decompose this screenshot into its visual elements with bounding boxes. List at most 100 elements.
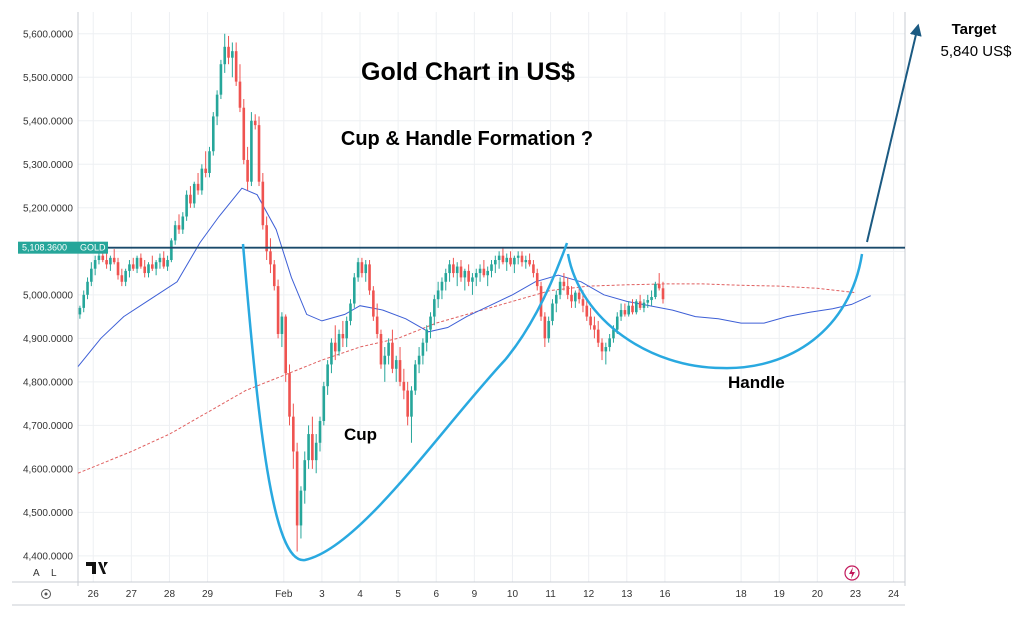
auto-scale-button[interactable]: A bbox=[33, 568, 40, 579]
candle bbox=[242, 99, 246, 165]
y-tick-label: 4,500.0000 bbox=[23, 508, 73, 519]
candle-body bbox=[219, 64, 223, 95]
y-tick-label: 4,900.0000 bbox=[23, 334, 73, 345]
candle-body bbox=[82, 294, 86, 308]
candle bbox=[322, 381, 326, 426]
candle bbox=[360, 257, 364, 278]
candle-body bbox=[661, 288, 665, 300]
candle bbox=[646, 294, 650, 308]
candle bbox=[131, 257, 135, 271]
candle bbox=[429, 312, 432, 339]
candle bbox=[250, 112, 253, 187]
candle bbox=[128, 260, 131, 278]
candle bbox=[448, 260, 451, 282]
candle-body bbox=[501, 255, 505, 263]
candle-body bbox=[112, 257, 116, 263]
candle-body bbox=[288, 373, 291, 417]
candle-body bbox=[486, 270, 489, 276]
candle bbox=[139, 253, 143, 269]
last-price-tag: 5,108.3600 GOLD bbox=[18, 241, 108, 254]
candle bbox=[406, 381, 409, 426]
last-price-value: 5,108.3600 bbox=[22, 243, 67, 253]
candle bbox=[311, 416, 314, 469]
candle-body bbox=[406, 390, 409, 417]
candle bbox=[162, 251, 166, 269]
candle-body bbox=[116, 262, 120, 276]
candle bbox=[650, 290, 653, 306]
candle-body bbox=[474, 273, 478, 278]
candle-body bbox=[242, 107, 246, 160]
candle bbox=[657, 273, 661, 291]
candle-body bbox=[650, 297, 653, 301]
candle bbox=[303, 451, 307, 504]
candle-body bbox=[627, 305, 630, 315]
candle bbox=[349, 299, 352, 326]
x-tick-label: 24 bbox=[888, 589, 900, 600]
candle bbox=[90, 262, 93, 287]
candle bbox=[383, 347, 387, 382]
candle bbox=[524, 255, 528, 269]
candle-body bbox=[326, 364, 329, 387]
candle bbox=[143, 260, 146, 278]
candle bbox=[600, 338, 604, 361]
candle bbox=[147, 262, 150, 278]
candle bbox=[505, 253, 509, 271]
candle bbox=[440, 277, 444, 300]
candle-body bbox=[276, 286, 280, 334]
candle bbox=[109, 255, 112, 271]
candle bbox=[509, 251, 512, 267]
candle-body bbox=[318, 421, 322, 443]
candle-body bbox=[368, 264, 371, 291]
candle bbox=[638, 294, 642, 311]
candle-body bbox=[490, 264, 493, 271]
candle bbox=[490, 260, 493, 278]
candle bbox=[619, 303, 623, 321]
candle bbox=[272, 260, 276, 291]
candle bbox=[177, 214, 181, 234]
candle-body bbox=[436, 290, 440, 300]
candle-body bbox=[341, 333, 345, 339]
candle-body bbox=[394, 360, 398, 369]
gear-icon bbox=[41, 589, 51, 599]
settings-button[interactable] bbox=[41, 589, 51, 599]
tradingview-logo bbox=[86, 562, 108, 574]
x-tick-label: 28 bbox=[164, 589, 176, 600]
candle-body bbox=[261, 181, 265, 226]
candle bbox=[455, 262, 459, 287]
candle bbox=[326, 360, 329, 395]
candle-body bbox=[211, 116, 215, 152]
candle-body bbox=[173, 225, 177, 241]
candle bbox=[253, 114, 257, 130]
candle bbox=[314, 434, 318, 474]
candle bbox=[608, 333, 611, 352]
candle-body bbox=[497, 255, 501, 261]
x-tick-label: 3 bbox=[319, 589, 325, 600]
candle bbox=[227, 35, 230, 65]
x-tick-label: Feb bbox=[275, 589, 293, 600]
candle bbox=[372, 286, 375, 321]
candle-body bbox=[284, 316, 288, 374]
candle-body bbox=[120, 275, 124, 282]
target-label: Target bbox=[952, 21, 997, 38]
candle bbox=[345, 316, 348, 348]
candle-body bbox=[375, 316, 379, 334]
candle-body bbox=[566, 286, 570, 295]
candle-body bbox=[444, 273, 448, 282]
candle-body bbox=[410, 390, 413, 417]
lightning-button[interactable] bbox=[844, 565, 860, 581]
candle bbox=[387, 338, 390, 365]
log-scale-button[interactable]: L bbox=[51, 568, 57, 579]
x-tick-label: 16 bbox=[659, 589, 671, 600]
candle-body bbox=[604, 347, 608, 352]
candle-body bbox=[147, 264, 150, 274]
candle bbox=[200, 164, 204, 195]
candle bbox=[413, 360, 417, 395]
target-value: 5,840 US$ bbox=[941, 43, 1013, 60]
candle-body bbox=[124, 270, 127, 282]
candle bbox=[444, 268, 448, 291]
candle-body bbox=[189, 194, 192, 204]
candle-body bbox=[528, 260, 531, 265]
y-tick-label: 5,300.0000 bbox=[23, 160, 73, 171]
candle-body bbox=[421, 342, 425, 356]
candle bbox=[558, 277, 562, 300]
